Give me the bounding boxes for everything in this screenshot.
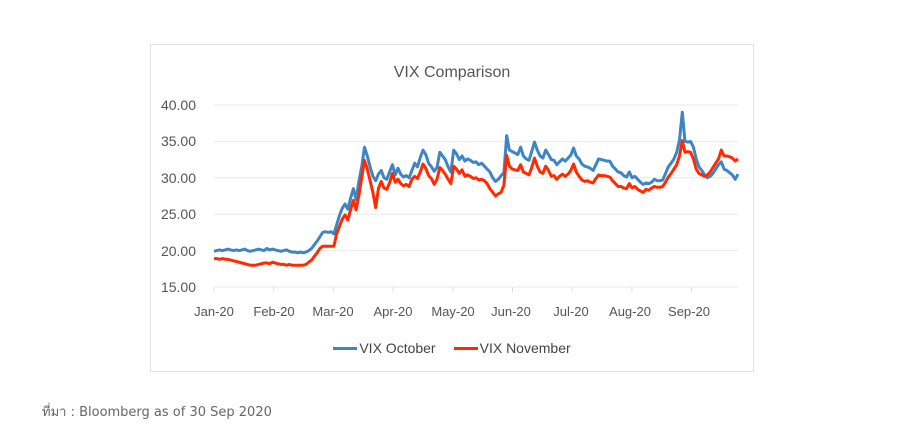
chart-title: VIX Comparison <box>393 64 511 81</box>
legend-label: VIX November <box>479 340 571 356</box>
legend-item-vix-october[interactable]: VIX October <box>333 340 436 356</box>
x-tick-label: Apr-20 <box>373 304 413 319</box>
x-tick-label: Jun-20 <box>491 304 531 319</box>
source-note: ที่มา : Bloomberg as of 30 Sep 2020 <box>42 405 272 420</box>
legend-swatch-blue <box>333 346 358 350</box>
chart-legend: VIX October VIX November <box>150 340 754 356</box>
legend-item-vix-november[interactable]: VIX November <box>453 340 571 356</box>
x-tick-label: Aug-20 <box>609 304 651 319</box>
x-tick-label: May-20 <box>431 304 475 319</box>
chart-frame <box>150 44 754 372</box>
y-tick-label: 25.00 <box>160 206 196 222</box>
series-vix-november-line <box>214 139 739 267</box>
y-tick-label: 15.00 <box>160 279 196 295</box>
x-tick-label: Sep-20 <box>668 304 710 319</box>
series-vix-october-line <box>213 110 740 255</box>
x-tick-label: Jul-20 <box>553 304 589 319</box>
y-tick-label: 40.00 <box>160 97 196 113</box>
y-tick-label: 30.00 <box>160 170 196 186</box>
x-tick-label: Jan-20 <box>194 304 234 319</box>
y-tick-label: 20.00 <box>160 243 196 259</box>
y-tick-label: 35.00 <box>160 133 196 149</box>
legend-label: VIX October <box>359 340 436 356</box>
x-tick-label: Mar-20 <box>312 304 354 319</box>
x-tick-label: Feb-20 <box>253 304 295 319</box>
legend-swatch-red <box>453 346 478 350</box>
